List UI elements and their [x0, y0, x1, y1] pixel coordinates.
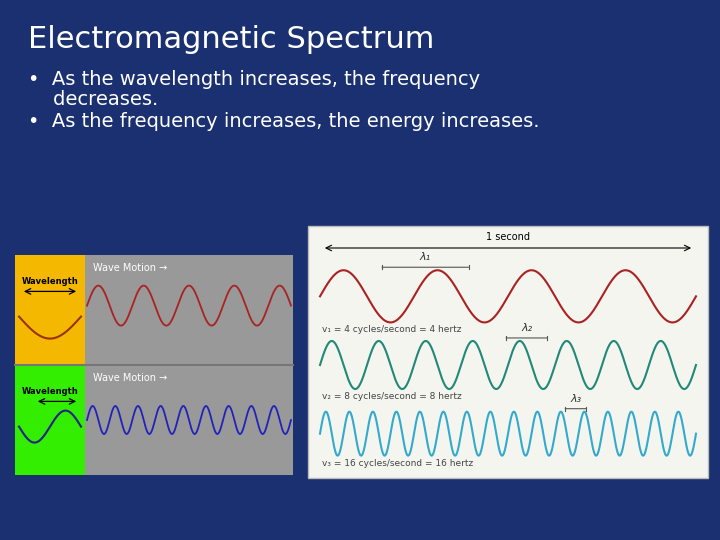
Text: Wave Motion →: Wave Motion →	[93, 373, 167, 383]
Bar	[308, 226, 708, 478]
Text: Electromagnetic Spectrum: Electromagnetic Spectrum	[28, 25, 434, 54]
Text: Wavelength: Wavelength	[22, 277, 78, 286]
Text: λ₂: λ₂	[521, 323, 532, 333]
Text: •  As the wavelength increases, the frequency: • As the wavelength increases, the frequ…	[28, 70, 480, 89]
Text: λ₁: λ₁	[420, 252, 431, 262]
Text: λ₃: λ₃	[570, 394, 581, 404]
Text: v₁ = 4 cycles/second = 4 hertz: v₁ = 4 cycles/second = 4 hertz	[322, 326, 462, 334]
Text: Wavelength: Wavelength	[22, 387, 78, 396]
Text: 1 second: 1 second	[486, 232, 530, 242]
Text: Wave Motion →: Wave Motion →	[93, 263, 167, 273]
Bar	[15, 255, 85, 365]
Text: v₂ = 8 cycles/second = 8 hertz: v₂ = 8 cycles/second = 8 hertz	[322, 392, 462, 401]
Text: decreases.: decreases.	[28, 90, 158, 109]
Bar	[15, 365, 85, 475]
Text: v₃ = 16 cycles/second = 16 hertz: v₃ = 16 cycles/second = 16 hertz	[322, 458, 473, 468]
Bar	[15, 255, 293, 475]
Text: •  As the frequency increases, the energy increases.: • As the frequency increases, the energy…	[28, 112, 539, 131]
